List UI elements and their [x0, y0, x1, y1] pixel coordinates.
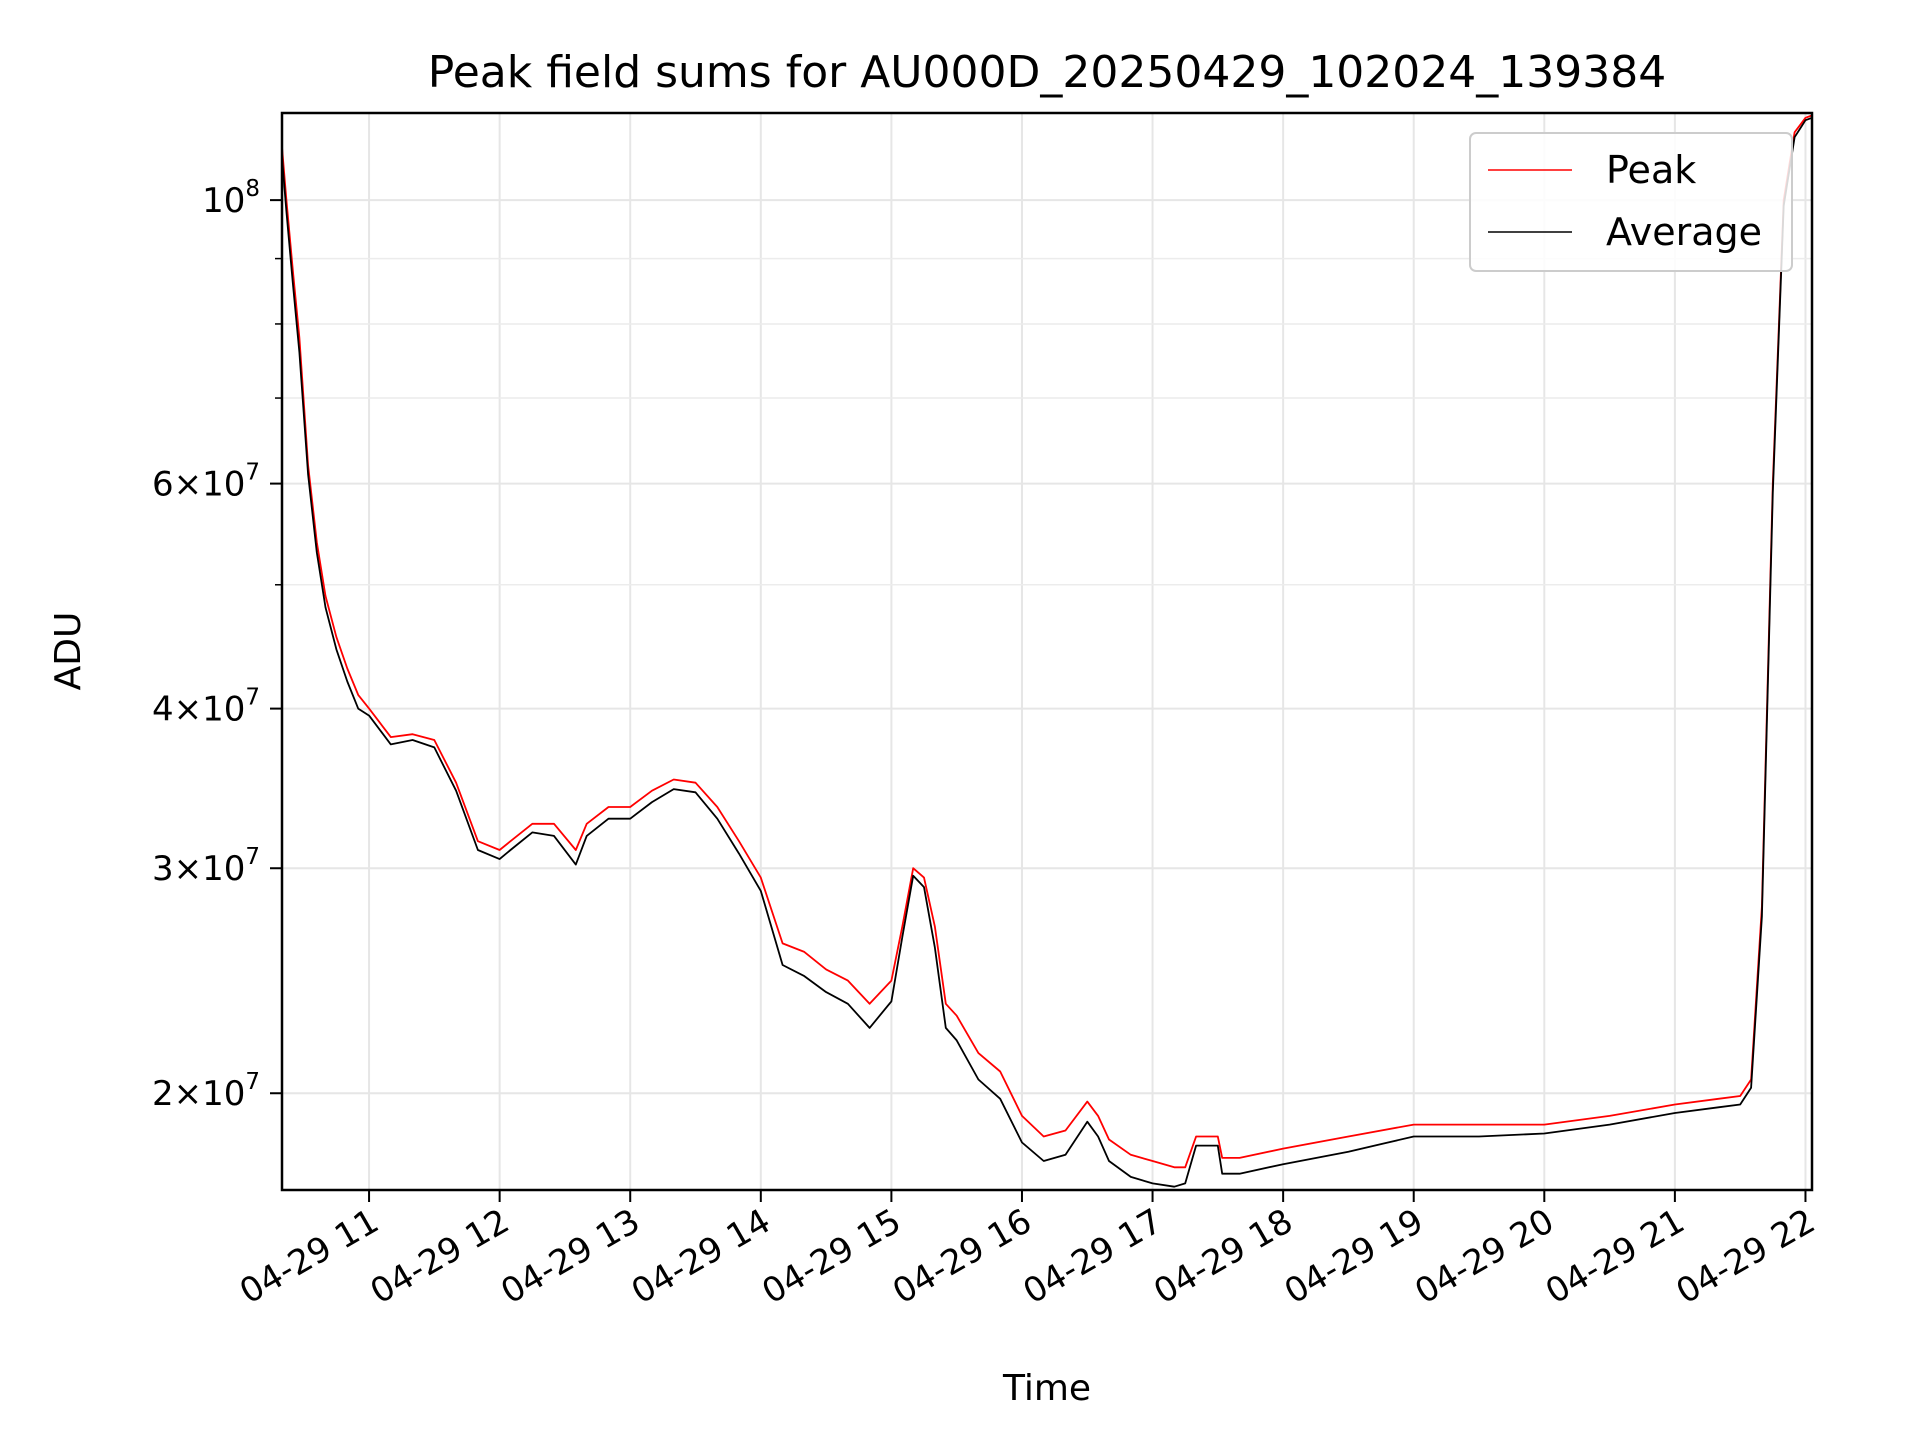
grid: [282, 113, 1812, 1190]
y-axis: 2×107 3×107 4×107 6×107 108: [152, 176, 282, 1114]
series-layer: [282, 114, 1812, 1188]
series-line-average: [282, 116, 1812, 1188]
legend-label-average: Average: [1606, 210, 1762, 254]
y-tick-label: 6×107: [152, 460, 260, 505]
series-line-peak: [282, 114, 1812, 1169]
plot-area: [282, 114, 1812, 1188]
legend-label-peak: Peak: [1606, 148, 1696, 192]
legend: Peak Average: [1469, 132, 1793, 272]
plot-frame: [280, 111, 1814, 1192]
y-tick-label: 4×107: [152, 685, 260, 730]
legend-box: [1469, 132, 1793, 272]
y-tick-label: 2×107: [152, 1069, 260, 1114]
x-axis-label: Time: [1002, 1368, 1091, 1409]
chart-title: Peak field sums for AU000D_20250429_1020…: [428, 47, 1667, 98]
y-tick-label: 3×107: [152, 844, 260, 889]
y-tick-label: 108: [202, 176, 260, 221]
y-axis-label: ADU: [48, 612, 89, 691]
